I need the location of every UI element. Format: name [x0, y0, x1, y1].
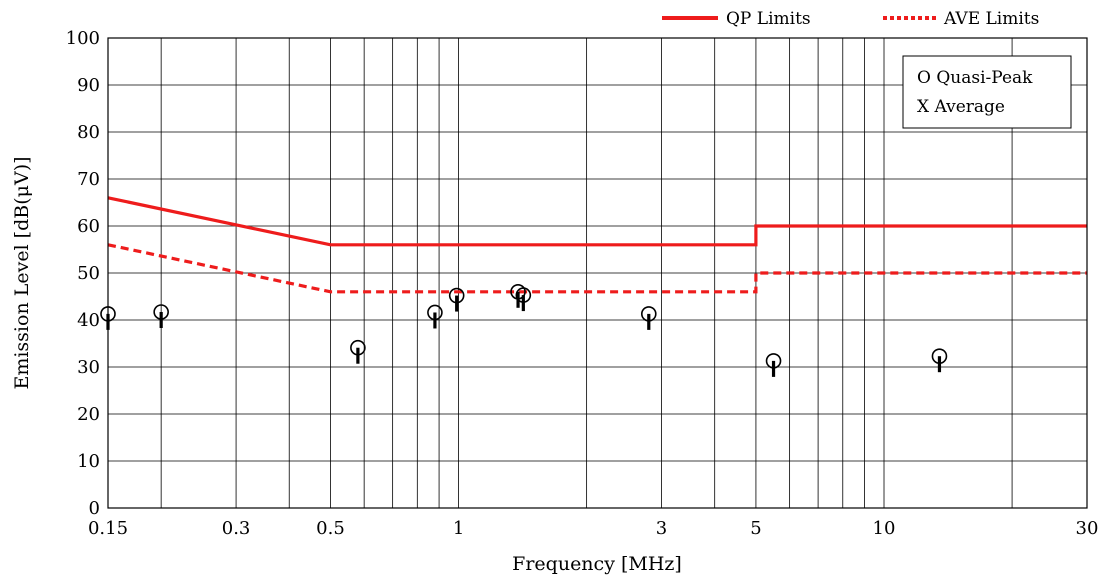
series-layer — [107, 196, 1087, 294]
y-tick-label: 70 — [77, 169, 100, 190]
marker-legend-frame — [902, 55, 1072, 129]
x-tick-label: 0.3 — [222, 518, 251, 539]
y-tick-label: 90 — [77, 75, 100, 96]
qp-marker-point — [350, 339, 366, 356]
tick-layer: 0 10 20 30 40 50 60 70 80 90 100 0.15 0.3 0.5 1 3 5 10 30 — [66, 28, 1099, 539]
y-tick-label: 100 — [66, 28, 100, 49]
x-tick-label: 0.15 — [88, 518, 128, 539]
marker-legend-average: X Average — [917, 97, 1005, 117]
qp-marker-point — [640, 306, 657, 322]
qp-marker-point — [153, 304, 169, 320]
x-tick-label: 10 — [873, 518, 896, 539]
y-axis-title: Emission Level [dB(μV)] — [11, 156, 33, 389]
qp-marker-point — [427, 304, 443, 321]
y-tick-label: 30 — [77, 357, 100, 378]
qp-marker-point — [515, 287, 532, 303]
y-tick-label: 60 — [77, 216, 100, 237]
y-tick-label: 80 — [77, 122, 100, 143]
y-tick-label: 50 — [77, 263, 100, 284]
plot-frame — [107, 37, 1088, 509]
qp-marker-point — [931, 348, 948, 364]
ave-limit-line — [107, 243, 1087, 294]
qp-marker-point — [765, 353, 782, 369]
x-tick-label: 30 — [1076, 518, 1099, 539]
marker-layer — [100, 283, 948, 377]
qp-limit-line — [107, 196, 1087, 247]
legend: QP Limits AVE Limits — [662, 9, 1039, 29]
legend-label-qp: QP Limits — [726, 9, 811, 29]
x-axis-title: Frequency [MHz] — [512, 553, 682, 575]
y-tick-label: 10 — [77, 451, 100, 472]
marker-legend-box: O Quasi-Peak X Average — [902, 55, 1072, 129]
y-tick-label: 0 — [89, 498, 100, 519]
x-tick-label: 3 — [656, 518, 667, 539]
legend-label-ave: AVE Limits — [943, 9, 1039, 29]
y-tick-label: 20 — [77, 404, 100, 425]
x-tick-label: 1 — [453, 518, 464, 539]
x-tick-label: 5 — [750, 518, 761, 539]
marker-legend-quasi-peak: O Quasi-Peak — [917, 68, 1033, 88]
y-tick-label: 40 — [77, 310, 100, 331]
qp-marker-point — [448, 287, 465, 304]
x-tick-label: 0.5 — [316, 518, 345, 539]
